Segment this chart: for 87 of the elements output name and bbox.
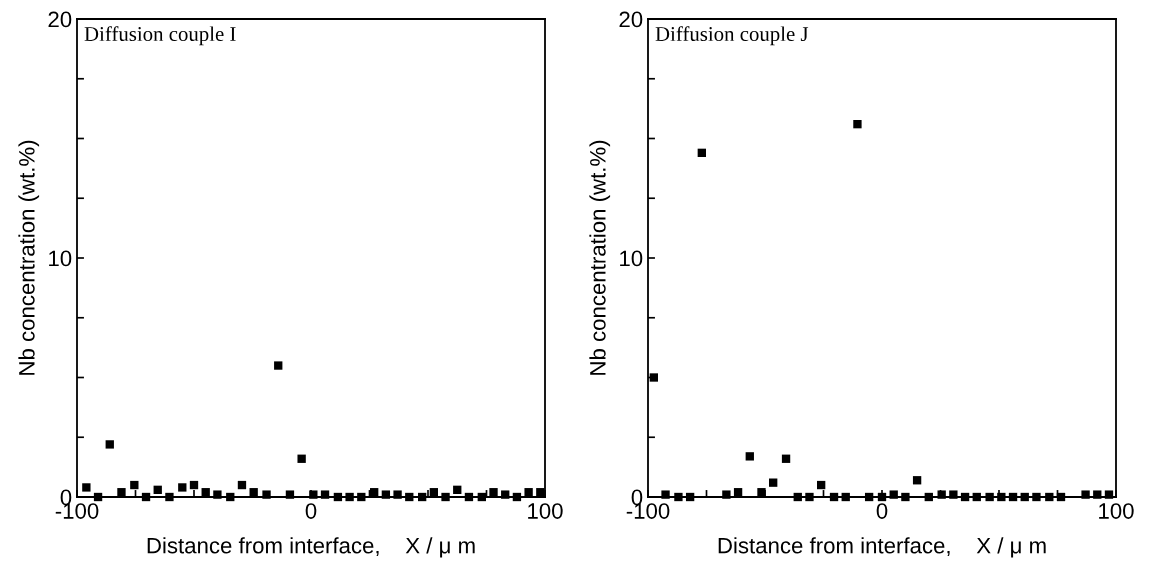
point <box>757 488 766 497</box>
point <box>1056 492 1066 502</box>
point <box>441 492 450 502</box>
point <box>1081 490 1090 499</box>
point <box>153 485 162 494</box>
point <box>937 490 946 499</box>
point <box>141 492 151 502</box>
point <box>464 492 474 502</box>
point <box>393 490 402 499</box>
point <box>1020 492 1029 502</box>
point <box>769 478 778 487</box>
point <box>370 488 379 497</box>
point <box>889 490 898 499</box>
point <box>165 492 174 502</box>
point <box>1045 492 1054 502</box>
point <box>661 490 670 499</box>
x-tick-label: 0 <box>305 503 317 519</box>
point <box>901 492 910 502</box>
point <box>877 492 887 502</box>
annotation: Diffusion couple J <box>655 26 809 46</box>
y-tick-label: 20 <box>48 11 72 28</box>
point <box>105 440 114 449</box>
point <box>722 490 731 499</box>
point <box>1093 490 1102 499</box>
point <box>274 361 283 370</box>
point <box>417 492 427 502</box>
point <box>864 492 874 502</box>
point <box>912 476 922 485</box>
x-tick-label: 100 <box>528 503 563 519</box>
point <box>201 488 210 497</box>
point <box>949 490 958 499</box>
point <box>512 492 522 502</box>
point <box>1008 492 1018 502</box>
point <box>805 492 814 502</box>
point <box>793 492 802 502</box>
point <box>226 492 235 502</box>
point <box>93 492 103 502</box>
point <box>524 488 533 497</box>
point <box>829 492 839 502</box>
point <box>357 492 366 502</box>
point <box>320 490 330 499</box>
x-tick-label: 0 <box>876 503 888 519</box>
point <box>733 488 743 497</box>
point <box>477 492 486 502</box>
point <box>405 492 414 502</box>
point <box>853 119 862 129</box>
point <box>453 485 462 494</box>
point <box>262 490 271 499</box>
point <box>297 454 306 463</box>
point <box>972 492 981 502</box>
point <box>285 490 295 499</box>
point <box>213 490 222 499</box>
point <box>960 492 970 502</box>
point <box>924 492 933 502</box>
point <box>685 492 695 502</box>
y-tick-label: 10 <box>620 250 643 267</box>
point <box>745 452 754 461</box>
point <box>178 483 187 492</box>
point <box>309 490 318 499</box>
point <box>117 488 126 497</box>
y-axis-title: Nb concentration (wt.%) <box>589 140 611 375</box>
point <box>841 492 850 502</box>
point <box>237 480 247 490</box>
point <box>249 488 258 497</box>
point <box>130 480 139 490</box>
point <box>189 480 199 490</box>
x-axis-title: Distance from interface, X / μ m <box>147 537 475 558</box>
point <box>985 492 994 502</box>
point <box>489 488 498 497</box>
point <box>429 488 439 497</box>
y-tick-label: 20 <box>619 11 643 28</box>
point <box>781 454 791 463</box>
point <box>345 492 354 502</box>
point <box>1032 492 1041 502</box>
y-axis-title: Nb concentration (wt.%) <box>18 140 40 375</box>
x-tick-label: 100 <box>1099 503 1134 519</box>
y-tick-label: 10 <box>49 250 72 267</box>
point <box>674 492 683 502</box>
point <box>501 490 510 499</box>
point <box>82 483 91 492</box>
point <box>697 148 706 158</box>
point <box>997 492 1006 502</box>
point <box>381 490 391 499</box>
point <box>333 492 343 502</box>
x-axis-title: Distance from interface, X / μ m <box>718 537 1046 558</box>
point <box>816 480 826 490</box>
annotation: Diffusion couple I <box>84 26 236 46</box>
